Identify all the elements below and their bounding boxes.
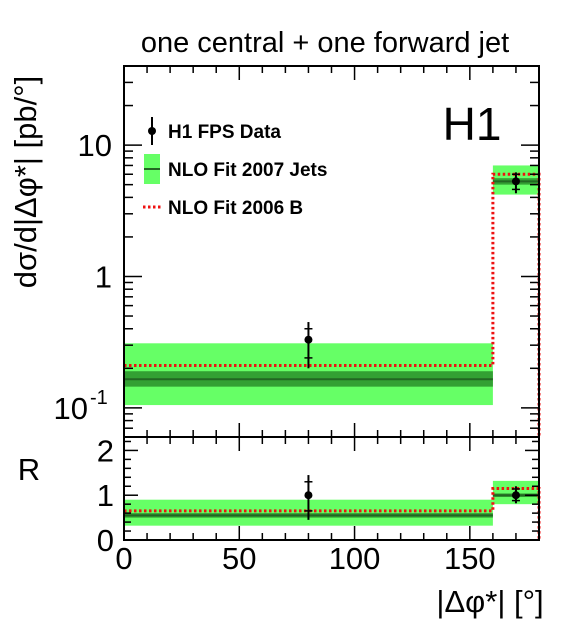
legend-data-symbol — [148, 127, 156, 135]
data-point — [304, 491, 313, 500]
legend-label: NLO Fit 2007 Jets — [168, 160, 327, 181]
y-tick-label: 1 — [97, 478, 114, 513]
data-point — [511, 177, 520, 186]
x-tick-label: 100 — [329, 541, 381, 576]
data-point — [511, 491, 520, 500]
chart-title: one central + one forward jet — [141, 27, 509, 59]
y-tick-label: 1 — [95, 259, 112, 294]
ratio-y-axis-label: R — [18, 452, 40, 487]
legend-label: H1 FPS Data — [168, 122, 281, 143]
x-axis-label: |Δφ*| [°] — [436, 584, 543, 619]
legend: H1 FPS Data NLO Fit 2007 Jets NLO Fit 2006… — [143, 117, 327, 219]
y-tick-label: 10 — [78, 128, 112, 163]
y-axis-label: dσ/d|Δφ*| [pb/°] — [8, 76, 43, 289]
y-tick-label: 10 — [54, 391, 88, 426]
nlo-2006b-line — [124, 172, 541, 437]
data-point — [304, 335, 313, 344]
y-tick-label: 2 — [97, 433, 114, 468]
nlo-2006b-line — [124, 487, 541, 540]
x-tick-label: 50 — [222, 541, 256, 576]
x-tick-label: 0 — [115, 541, 132, 576]
y-tick-label-exponent: -1 — [90, 387, 108, 409]
y-tick-label: 0 — [97, 523, 114, 558]
h1-watermark: H1 — [443, 98, 502, 150]
legend-label: NLO Fit 2006 B — [168, 198, 303, 219]
x-tick-label: 150 — [444, 541, 496, 576]
